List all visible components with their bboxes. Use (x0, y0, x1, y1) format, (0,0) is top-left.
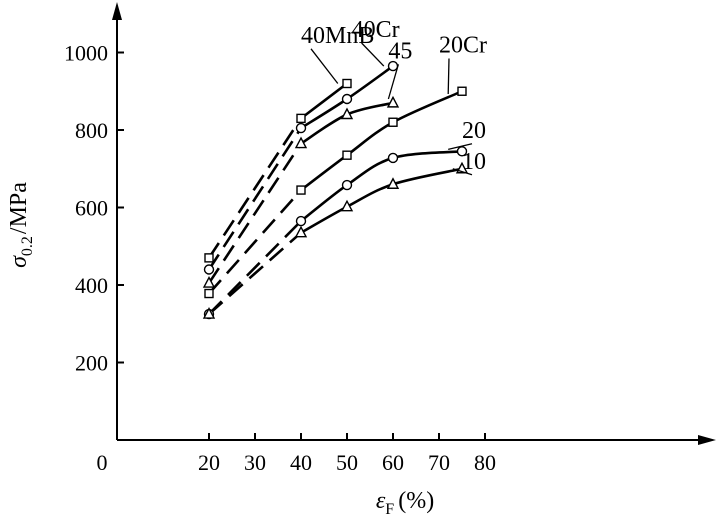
series-label: 40Cr (352, 17, 400, 43)
series-leader-line (452, 168, 473, 176)
data-point-circle (203, 264, 215, 275)
data-point-triangle (202, 276, 216, 288)
data-point-square (457, 86, 467, 96)
series-leader-line (447, 58, 450, 94)
y-tick-label: 1000 (64, 41, 108, 66)
data-point-triangle (340, 107, 354, 120)
data-point-circle (295, 215, 307, 227)
data-point-circle (341, 93, 353, 105)
series-label: 20Cr (439, 33, 487, 59)
x-tick-label: 30 (244, 450, 266, 475)
series-dashed-curve (208, 220, 302, 315)
x-axis-subscript: F (385, 501, 394, 518)
data-point-triangle (386, 95, 400, 108)
y-axis-symbol: σ (6, 255, 32, 268)
y-tick-label: 800 (75, 118, 108, 143)
series-solid-curve (300, 150, 463, 223)
data-point-square (204, 288, 214, 299)
x-tick-label: 40 (290, 450, 312, 475)
y-tick-label: 600 (75, 196, 108, 221)
x-tick-label: 60 (382, 450, 404, 475)
series-solid-curve (300, 167, 463, 234)
data-point-triangle (202, 307, 216, 319)
series-label: 20 (462, 118, 486, 144)
data-point-triangle (386, 177, 400, 189)
x-axis-title: εF (%) (376, 488, 434, 518)
axes (112, 2, 716, 445)
data-point-circle (295, 122, 307, 134)
data-point-circle (341, 179, 353, 191)
data-point-triangle (294, 136, 308, 149)
y-axis-unit: /MPa (6, 182, 32, 234)
origin-label: 0 (97, 450, 108, 475)
data-point-circle (387, 152, 399, 164)
data-point-square (342, 78, 352, 89)
series-label: 45 (388, 38, 412, 64)
data-point-square (296, 113, 306, 124)
series-solid-curve (300, 90, 463, 192)
series-dashed-curve (208, 231, 302, 316)
series-markers (202, 60, 469, 320)
data-point-square (342, 150, 352, 160)
series-leader-line (310, 48, 339, 84)
y-tick-label: 400 (75, 273, 108, 298)
data-point-circle (456, 146, 468, 157)
data-point-square (296, 185, 306, 195)
series-curves (207, 65, 463, 316)
series-dashed-curve (208, 189, 302, 295)
series-dashed-curve (207, 127, 303, 271)
x-tick-label: 50 (336, 450, 358, 475)
series-leader-line (448, 143, 473, 151)
x-axis-symbol: ε (376, 488, 386, 514)
x-axis-unit: (%) (398, 488, 434, 514)
series-label: 10 (462, 149, 486, 175)
series-dashed-curve (207, 117, 303, 259)
y-axis-subscript: 0.2 (19, 236, 36, 256)
x-axis-arrow (698, 435, 716, 445)
y-axis-arrow (112, 2, 122, 20)
data-point-triangle (294, 225, 308, 238)
x-tick-label: 80 (474, 450, 496, 475)
x-tick-label: 70 (428, 450, 450, 475)
data-point-square (204, 253, 214, 263)
series-leader-line (361, 42, 385, 67)
y-axis-title: σ0.2/MPa (6, 182, 36, 268)
svg-text:σ0.2/MPa: σ0.2/MPa (6, 182, 36, 268)
y-tick-label: 200 (75, 351, 108, 376)
data-point-triangle (340, 199, 354, 212)
x-tick-label: 20 (198, 450, 220, 475)
svg-text:εF(%): εF (%) (376, 488, 434, 518)
series-leader-line (387, 64, 400, 100)
series-dashed-curve (207, 142, 303, 284)
data-point-square (388, 117, 398, 127)
